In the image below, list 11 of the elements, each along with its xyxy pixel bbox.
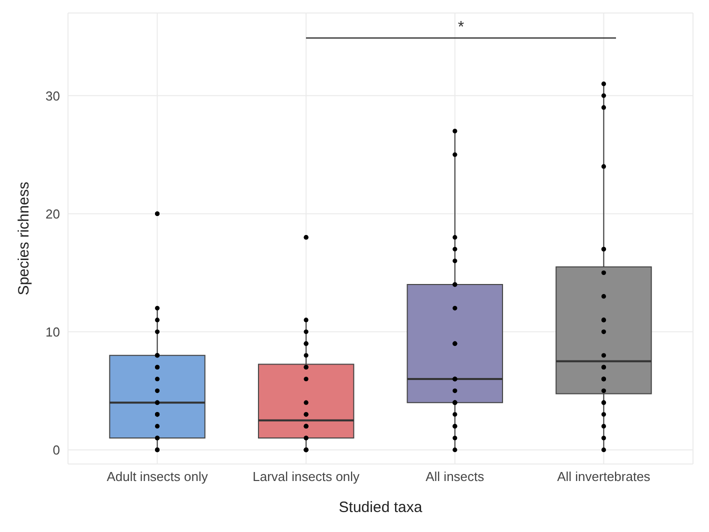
y-axis-title: Species richness [15,182,32,296]
x-tick-label: All insects [426,469,485,484]
x-tick-label: Adult insects only [106,469,208,484]
x-axis-title: Studied taxa [338,499,423,516]
x-tick-label: All invertebrates [557,469,651,484]
y-tick-label: 10 [46,324,60,340]
y-tick-label: 0 [52,442,60,458]
y-tick-label: 30 [46,88,60,104]
x-tick-label: Larval insects only [252,469,360,484]
annotation: * [458,19,464,36]
y-tick-label: 20 [46,206,60,222]
